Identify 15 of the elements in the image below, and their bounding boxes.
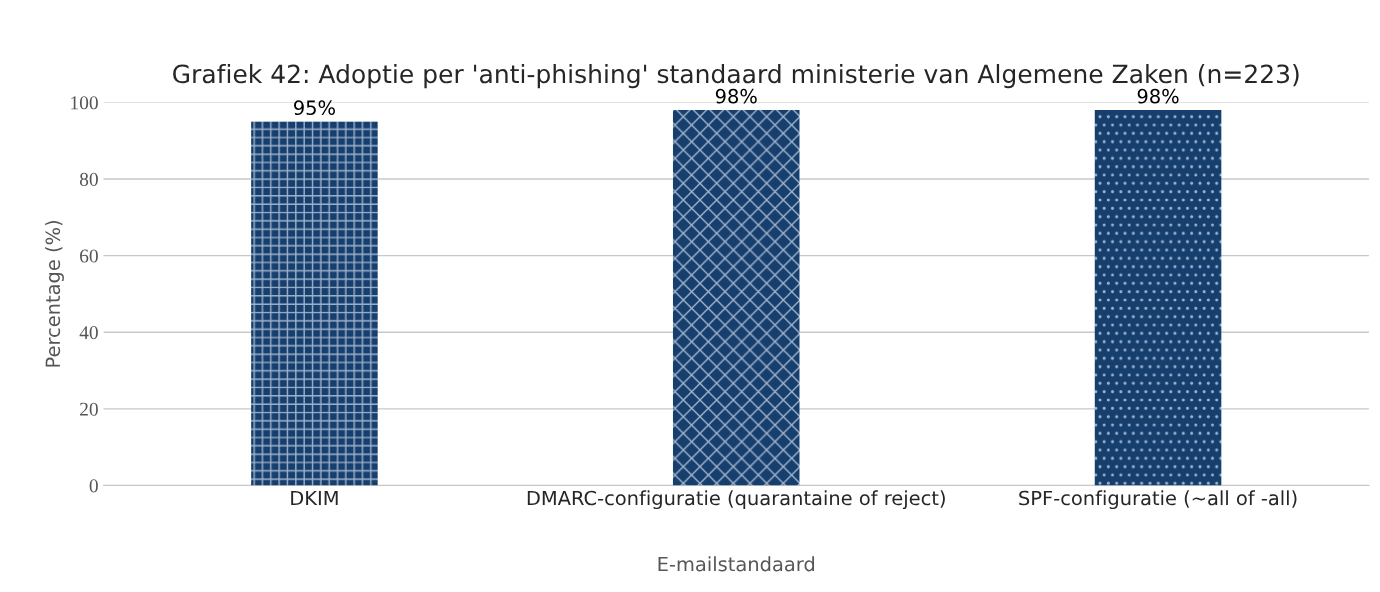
y-tick-label: 40 xyxy=(79,326,98,340)
data-label: 98% xyxy=(715,88,757,104)
y-axis-title: Percentage (%) xyxy=(45,221,64,367)
y-tick-label: 80 xyxy=(79,172,98,186)
data-label: 98% xyxy=(1137,88,1179,104)
x-tick-label: DKIM xyxy=(291,490,338,506)
x-axis-title: E-mailstandaard xyxy=(658,556,815,572)
x-tick-label: DMARC-configuratie (quarantaine of reject) xyxy=(527,490,945,510)
chart-title: Grafiek 42: Adoptie per 'anti-phishing' standaard ministerie van Algemene Zaken (n=223) xyxy=(173,63,1299,89)
data-label: 95% xyxy=(294,100,335,116)
y-tick-label: 60 xyxy=(80,249,98,263)
y-tick-label: 0 xyxy=(89,479,98,493)
y-tick-label: 20 xyxy=(80,402,98,416)
x-tick-label: SPF-configuratie (~all of -all) xyxy=(1019,490,1297,510)
y-tick-label: 100 xyxy=(71,96,98,110)
